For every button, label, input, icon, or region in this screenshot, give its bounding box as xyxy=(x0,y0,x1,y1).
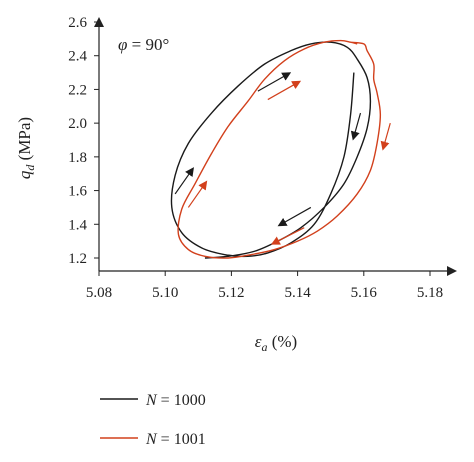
y-tick-label: 1.2 xyxy=(68,251,87,267)
y-tick-label: 2.6 xyxy=(68,15,87,31)
angle-annotation: φ = 90° xyxy=(118,35,169,54)
y-tick-label: 1.6 xyxy=(68,184,87,200)
direction-arrow xyxy=(174,167,194,195)
ticks: 5.08 5.10 5.12 5.14 5.16 5.18 1.2 1.4 1.6 1.8 2.0 2… xyxy=(68,15,443,301)
legend: N = 1000 N = 1001 xyxy=(100,392,206,448)
direction-arrows xyxy=(174,72,391,245)
y-tick-label: 2.4 xyxy=(68,49,87,65)
direction-arrow xyxy=(187,180,208,208)
x-tick-label: 5.14 xyxy=(284,285,311,301)
direction-arrow xyxy=(257,72,292,92)
x-tick-label: 5.18 xyxy=(417,285,443,301)
direction-arrow xyxy=(350,112,362,141)
direction-arrow xyxy=(270,227,305,245)
legend-label-n1000: N = 1000 xyxy=(145,392,206,409)
x-tick-label: 5.08 xyxy=(86,285,112,301)
y-tick-label: 2.2 xyxy=(68,82,87,98)
y-tick-label: 1.4 xyxy=(68,217,87,233)
legend-label-n1001: N = 1001 xyxy=(145,431,206,448)
x-tick-label: 5.10 xyxy=(152,285,178,301)
x-tick-label: 5.16 xyxy=(351,285,378,301)
y-tick-label: 1.8 xyxy=(68,150,87,166)
direction-arrow xyxy=(277,206,312,227)
y-tick-label: 2.0 xyxy=(68,116,87,132)
direction-arrow xyxy=(267,80,302,101)
series-line-n1001 xyxy=(177,39,382,259)
series-group xyxy=(170,39,382,259)
x-axis-label: εa (%) xyxy=(255,332,297,354)
y-axis-label: qd (MPa) xyxy=(15,117,37,179)
x-tick-label: 5.12 xyxy=(218,285,244,301)
series-line-n1000 xyxy=(170,41,372,259)
direction-arrow xyxy=(380,122,391,151)
